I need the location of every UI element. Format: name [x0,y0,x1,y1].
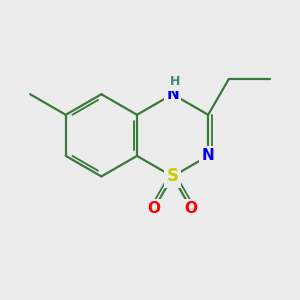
Text: N: N [166,87,179,102]
Text: H: H [169,75,180,88]
Text: S: S [167,167,178,185]
Text: O: O [184,201,198,216]
Text: O: O [148,201,160,216]
Text: N: N [202,148,214,164]
